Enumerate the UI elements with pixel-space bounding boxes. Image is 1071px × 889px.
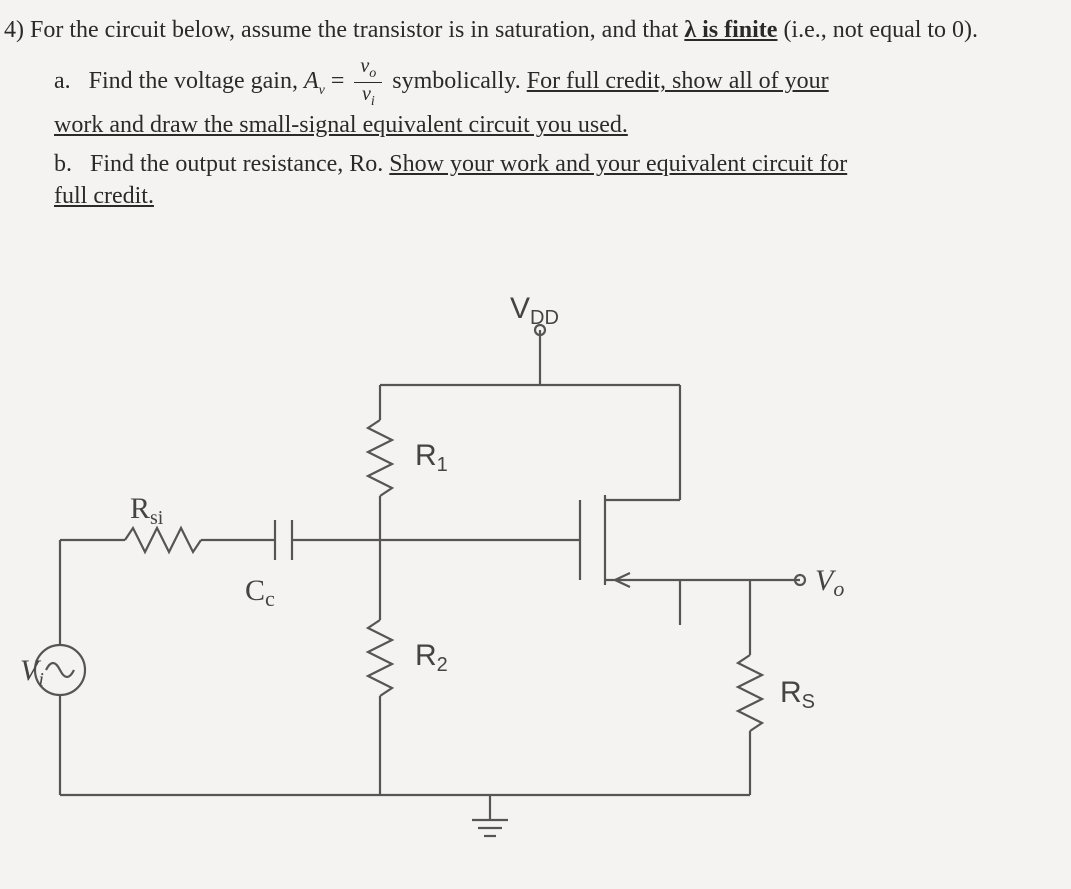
stem2: (i.e., not equal to 0).: [777, 17, 978, 43]
Av-A: A: [304, 68, 319, 94]
resistor-rs-icon: [738, 655, 762, 731]
a-text2: symbolically.: [392, 68, 526, 94]
Av-sub: v: [319, 83, 325, 98]
part-a: a. Find the voltage gain, Av = vo vi sym…: [4, 56, 1053, 141]
part-b: b. Find the output resistance, Ro. Show …: [4, 148, 1053, 213]
rs-label: RS: [780, 676, 815, 713]
lambda-text: λ is finite: [684, 17, 777, 43]
a-label: a.: [54, 68, 71, 94]
rsi-label: Rsi: [130, 492, 164, 529]
resistor-r2-icon: [368, 620, 392, 696]
frac-num-sub: o: [369, 66, 376, 81]
r2-label: R2: [415, 639, 448, 676]
a-under1: For full credit, show all of your: [527, 68, 829, 94]
eq-sign: =: [331, 68, 351, 94]
b-under1: Show your work and your equivalent circu…: [389, 151, 847, 177]
resistor-r1-icon: [368, 420, 392, 496]
b-text1: Find the output resistance, Ro.: [90, 151, 389, 177]
frac-den: v: [362, 83, 371, 105]
vdd-label: VDD: [510, 292, 559, 329]
cc-label: Cc: [245, 574, 275, 611]
fraction: vo vi: [354, 56, 382, 109]
stem1: For the circuit below, assume the transi…: [30, 17, 684, 43]
frac-num: v: [360, 55, 369, 77]
frac-den-sub: i: [371, 94, 375, 109]
a-text1: Find the voltage gain,: [89, 68, 304, 94]
r1-label: R1: [415, 439, 448, 476]
problem-stem: 4) For the circuit below, assume the tra…: [4, 14, 1053, 46]
vi-label: Vi: [20, 654, 44, 691]
vo-label: Vo: [815, 564, 844, 601]
a-under2: work and draw the small-signal equivalen…: [54, 112, 628, 138]
resistor-rsi-icon: [125, 528, 201, 552]
circuit-diagram: VDD R1 R2 Cc Rsi Vi: [20, 290, 860, 850]
b-label: b.: [54, 151, 72, 177]
problem-number: 4): [4, 17, 24, 43]
b-under2: full credit.: [54, 183, 154, 209]
